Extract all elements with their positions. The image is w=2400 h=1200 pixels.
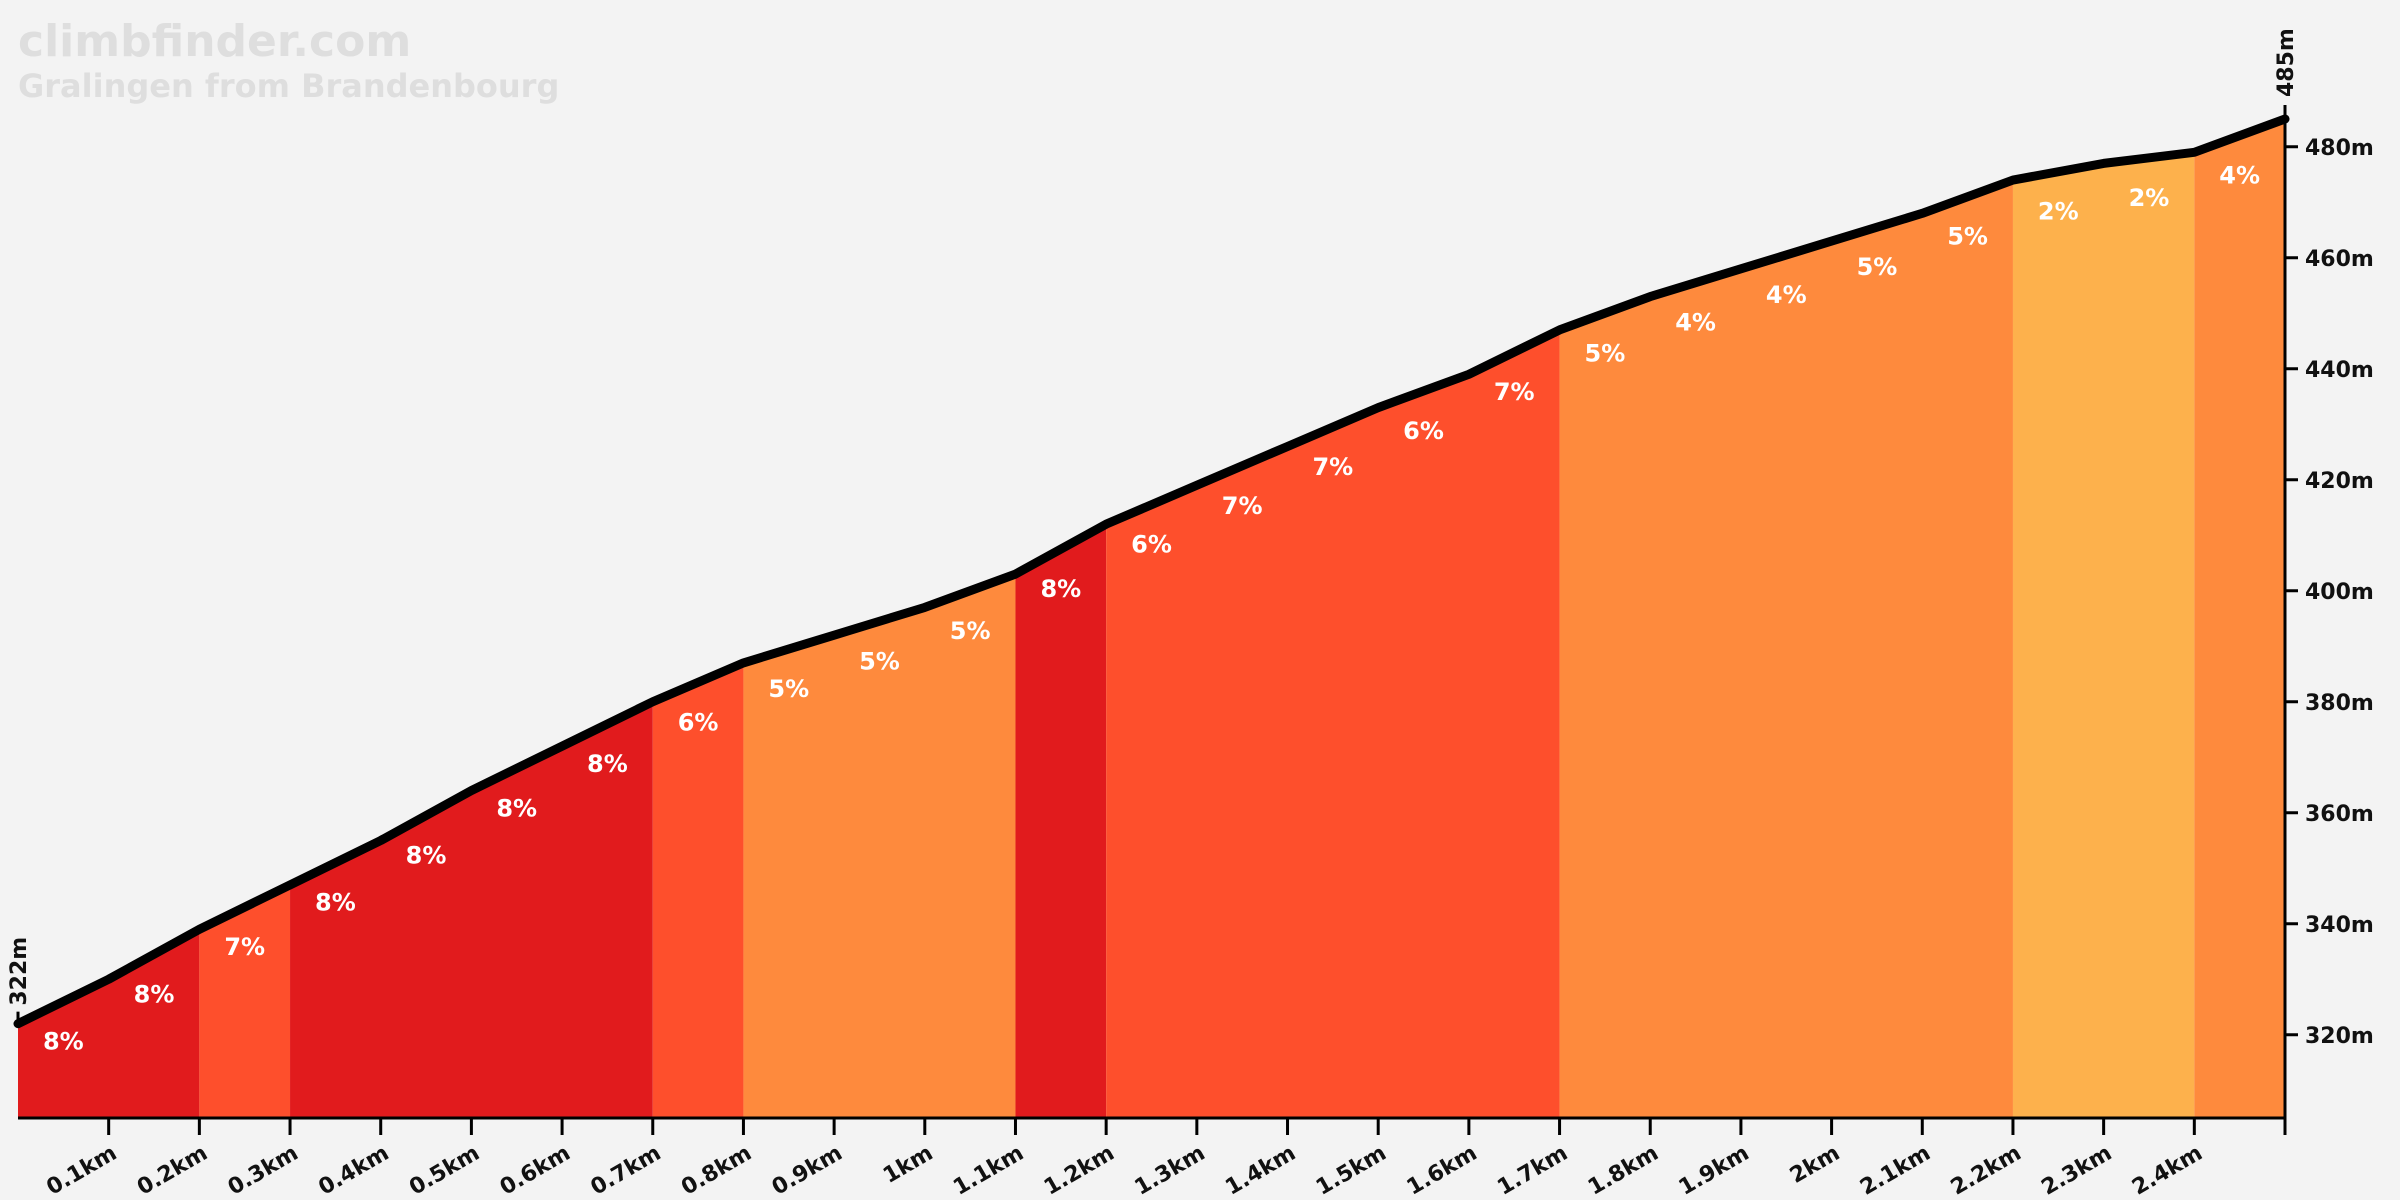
grade-label: 8% bbox=[496, 794, 537, 822]
y-tick-label: 460m bbox=[2305, 247, 2374, 272]
grade-label: 4% bbox=[2219, 162, 2260, 190]
y-tick-label: 480m bbox=[2305, 136, 2374, 161]
grade-label: 5% bbox=[1857, 253, 1898, 281]
x-tick-label: 1.1km bbox=[949, 1141, 1028, 1200]
grade-segment bbox=[652, 662, 744, 1118]
x-tick-label: 0.4km bbox=[315, 1141, 394, 1200]
grade-label: 7% bbox=[1312, 453, 1353, 481]
x-tick-label: 0.5km bbox=[405, 1141, 484, 1200]
grade-segment bbox=[199, 884, 291, 1118]
grade-segment bbox=[743, 574, 1016, 1118]
x-tick-label: 0.3km bbox=[224, 1141, 303, 1200]
profile-line-group bbox=[13, 114, 2290, 1029]
x-tick-label: 1.3km bbox=[1131, 1141, 1210, 1200]
grade-label: 8% bbox=[134, 980, 175, 1008]
grade-label: 7% bbox=[1494, 378, 1535, 406]
x-tick-label: 0.1km bbox=[43, 1141, 122, 1200]
site-brand: climbfinder.com bbox=[18, 16, 411, 67]
grade-labels: 8% 8% 7% 8% 8% 8% 8% 6% 5% 5% 5% 8% 6% 7% 7% 6% 7% 5% 4% 4%… bbox=[43, 162, 2260, 1056]
grade-label: 8% bbox=[1040, 575, 1081, 603]
grade-label: 5% bbox=[768, 675, 809, 703]
x-tick-label: 2.2km bbox=[1947, 1141, 2026, 1200]
grade-segments bbox=[18, 119, 2285, 1119]
y-tick-label: 320m bbox=[2305, 1024, 2374, 1049]
x-tick-label: 2km bbox=[1786, 1141, 1844, 1189]
y-tick-label: 340m bbox=[2305, 913, 2374, 938]
x-tick-label: 2.3km bbox=[2037, 1141, 2116, 1200]
y-tick-label: 420m bbox=[2305, 469, 2374, 494]
x-tick-label: 0.2km bbox=[133, 1141, 212, 1200]
x-tick-label: 1.5km bbox=[1312, 1141, 1391, 1200]
x-tick-label: 1.8km bbox=[1584, 1141, 1663, 1200]
climb-title: Gralingen from Brandenbourg bbox=[18, 67, 559, 105]
y-tick-label: 360m bbox=[2305, 802, 2374, 827]
x-tick-label: 1.4km bbox=[1221, 1141, 1300, 1200]
x-tick-label: 1.6km bbox=[1403, 1141, 1482, 1200]
y-tick-label: 440m bbox=[2305, 358, 2374, 383]
grade-segment bbox=[290, 701, 653, 1118]
grade-segment bbox=[18, 929, 200, 1118]
grade-segment bbox=[1106, 329, 1560, 1118]
profile-line bbox=[13, 114, 2290, 1029]
grade-label: 5% bbox=[1947, 223, 1988, 251]
grade-label: 4% bbox=[1766, 281, 1807, 309]
x-tick-label: 2.1km bbox=[1856, 1141, 1935, 1200]
grade-label: 2% bbox=[2038, 198, 2079, 226]
grade-label: 8% bbox=[587, 750, 628, 778]
x-tick-label: 0.7km bbox=[587, 1141, 666, 1200]
grade-label: 8% bbox=[43, 1027, 84, 1055]
grade-segment bbox=[2012, 152, 2195, 1119]
x-tick-label: 0.9km bbox=[768, 1141, 847, 1200]
grade-label: 6% bbox=[678, 708, 719, 736]
grade-segment bbox=[2194, 119, 2285, 1118]
x-tick-label: 1.7km bbox=[1493, 1141, 1572, 1200]
end-elevation-label: 485m bbox=[2274, 28, 2299, 97]
grade-label: 5% bbox=[1585, 339, 1626, 367]
grade-segment bbox=[1559, 180, 2013, 1119]
grade-label: 5% bbox=[950, 617, 991, 645]
grade-label: 8% bbox=[406, 842, 447, 870]
grade-label: 7% bbox=[1222, 492, 1263, 520]
grade-label: 7% bbox=[224, 933, 265, 961]
x-tick-label: 1.9km bbox=[1675, 1141, 1754, 1200]
y-tick-label: 380m bbox=[2305, 691, 2374, 716]
x-tick-label: 1km bbox=[879, 1141, 937, 1189]
grade-segment bbox=[1015, 524, 1107, 1118]
grade-label: 2% bbox=[2129, 184, 2170, 212]
x-tick-label: 1.2km bbox=[1040, 1141, 1119, 1200]
start-elevation-label: 322m bbox=[7, 937, 32, 1006]
grade-label: 8% bbox=[315, 889, 356, 917]
x-tick-label: 0.8km bbox=[677, 1141, 756, 1200]
x-tick-label: 0.6km bbox=[496, 1141, 575, 1200]
grade-label: 4% bbox=[1675, 309, 1716, 337]
x-tick-label: 2.4km bbox=[2128, 1141, 2207, 1200]
y-tick-label: 400m bbox=[2305, 580, 2374, 605]
grade-label: 5% bbox=[859, 647, 900, 675]
grade-label: 6% bbox=[1131, 531, 1172, 559]
grade-label: 6% bbox=[1403, 417, 1444, 445]
